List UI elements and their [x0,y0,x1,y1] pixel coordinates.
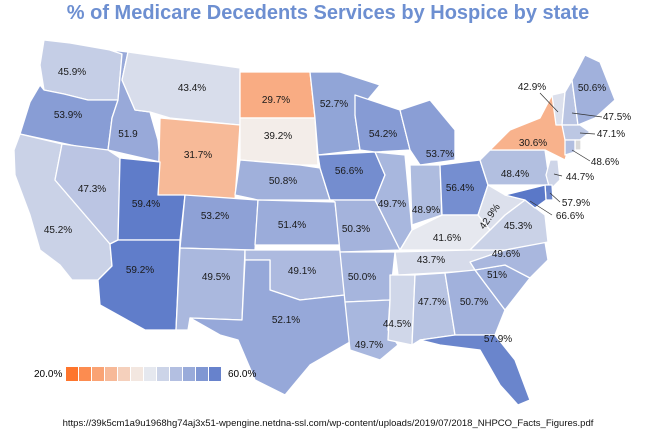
label-AR: 50.0% [348,272,376,283]
state-RI[interactable] [574,139,582,151]
state-CO[interactable] [179,194,259,251]
legend-swatch [118,367,130,381]
label-WY: 31.7% [184,150,212,161]
label-WI: 54.2% [369,129,397,140]
state-NJ[interactable] [545,159,561,191]
label-NV: 47.3% [78,184,106,195]
label-KS: 51.4% [278,220,306,231]
label-LA: 49.7% [355,340,383,351]
label-NJ: 44.7% [566,172,594,183]
legend-swatch [170,367,182,381]
label-IN: 48.9% [412,205,440,216]
label-OR: 53.9% [54,110,82,121]
state-SD[interactable] [239,117,319,166]
label-NE: 50.8% [269,176,297,187]
map-title: % of Medicare Decedents Services by Hosp… [66,2,590,24]
label-NC: 49.6% [492,249,520,260]
label-TX: 52.1% [272,315,300,326]
state-NM[interactable] [175,247,246,331]
callout-leader-lines [529,92,603,216]
label-OK: 49.1% [288,266,316,277]
label-FL: 57.9% [484,334,512,345]
legend-swatch [79,367,91,381]
label-TN: 43.7% [417,255,445,266]
legend-max-label: 60.0% [228,369,256,380]
state-GA[interactable] [444,269,506,336]
state-MS[interactable] [387,274,416,346]
label-NH: 47.5% [603,112,631,123]
label-ND: 29.7% [262,95,290,106]
state-IN[interactable] [409,164,443,226]
source-citation: https://39k5cm1a9u1968hg74aj3x51-wpengin… [62,418,594,429]
legend-swatch [131,367,143,381]
legend-swatch [144,367,156,381]
legend-min-label: 20.0% [34,369,62,380]
state-MA[interactable] [561,124,591,141]
legend-swatch [66,367,78,381]
label-PA: 48.4% [501,169,529,180]
label-CA: 45.2% [44,225,72,236]
label-MS: 44.5% [383,319,411,330]
legend-swatch [183,367,195,381]
state-CT[interactable] [564,139,576,156]
label-VA: 45.3% [504,221,532,232]
label-NM: 49.5% [202,272,230,283]
label-UT: 59.4% [132,199,160,210]
label-ME: 50.6% [578,83,606,94]
label-NY: 30.6% [519,138,547,149]
label-MT: 43.4% [178,83,206,94]
label-SD: 39.2% [264,131,292,142]
state-AZ[interactable] [97,239,181,331]
label-AZ: 59.2% [126,265,154,276]
label-IL: 49.7% [378,199,406,210]
label-MA: 47.1% [597,129,625,140]
label-MO: 50.3% [342,224,370,235]
label-AL: 47.7% [418,297,446,308]
label-DE: 57.9% [562,198,590,209]
label-MI: 53.7% [426,149,454,160]
label-WA: 45.9% [58,67,86,78]
label-GA: 50.7% [460,297,488,308]
label-CT: 48.6% [591,157,619,168]
label-KY: 41.6% [433,233,461,244]
label-ID: 51.9 [118,129,138,140]
label-OH: 56.4% [446,183,474,194]
legend-swatch [196,367,208,381]
legend-swatch [157,367,169,381]
state-MD[interactable] [504,184,547,209]
label-MD: 66.6% [556,211,584,222]
state-WI[interactable] [354,94,411,153]
color-legend: 20.0% 60.0% [34,367,256,381]
legend-swatch [92,367,104,381]
legend-swatch [209,367,221,381]
state-IL[interactable] [374,151,413,251]
label-VT: 42.9% [518,82,546,93]
label-MN: 52.7% [320,99,348,110]
label-SC: 51% [487,270,507,281]
label-IA: 56.6% [335,166,363,177]
state-FL[interactable] [419,334,531,406]
state-TX[interactable] [189,259,351,396]
state-MI[interactable] [399,99,456,166]
label-CO: 53.2% [201,211,229,222]
legend-swatch [105,367,117,381]
